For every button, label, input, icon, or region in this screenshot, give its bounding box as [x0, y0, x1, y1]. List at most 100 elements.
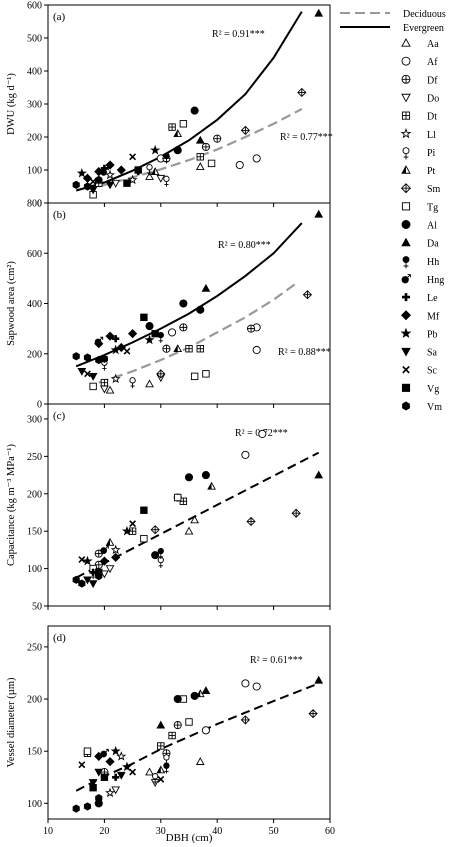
point-do: [100, 570, 109, 579]
point-aa: [195, 757, 205, 765]
point-do: [156, 174, 166, 183]
point-tg: [83, 747, 92, 755]
point-af: [258, 429, 267, 438]
point-af: [168, 328, 177, 337]
plot-frame: [47, 625, 331, 820]
fit-line-evergreen: [75, 11, 303, 192]
point-pb: [82, 555, 93, 566]
x-tick-label: 60: [325, 826, 335, 837]
point-al: [190, 691, 199, 700]
point-aa: [145, 379, 154, 388]
point-al: [173, 146, 182, 155]
y-tick-label: 500: [27, 34, 42, 45]
point-sc: [129, 520, 137, 528]
point-df: [173, 721, 182, 730]
point-tg: [190, 372, 199, 381]
point-sc: [84, 370, 91, 378]
point-vg: [89, 784, 97, 792]
y-tick-label: 300: [27, 100, 42, 111]
point-al: [179, 299, 188, 308]
point-pi: [163, 175, 170, 187]
point-sc: [157, 775, 165, 783]
y-tick-label: 600: [27, 1, 42, 12]
legend-label-af: Af: [427, 57, 438, 68]
point-ll: [110, 544, 121, 555]
y-tick-label: 100: [27, 166, 42, 177]
point-le: [112, 335, 120, 343]
y-tick-label: 400: [27, 299, 42, 310]
legend-marker-hng: [401, 274, 411, 284]
legend-label-ll: Ll: [427, 130, 436, 141]
y-tick-label: 200: [27, 695, 42, 706]
legend-label-pt: Pt: [427, 166, 436, 177]
point-af: [252, 682, 261, 691]
point-dt: [179, 497, 188, 505]
r2-annotation: R² = 0.77***: [280, 132, 333, 143]
point-dt: [168, 123, 176, 131]
point-pt: [207, 481, 216, 490]
legend-label-sc: Sc: [427, 366, 438, 377]
point-sc: [89, 178, 97, 185]
point-tg: [174, 493, 182, 502]
point-sm: [156, 369, 166, 379]
y-tick-label: 250: [27, 452, 42, 463]
point-mf: [94, 339, 104, 349]
panel-label: (c): [53, 410, 66, 422]
point-hh: [157, 331, 164, 344]
legend-label-tg: Tg: [427, 202, 438, 213]
x-tick-label: 40: [212, 826, 222, 837]
point-da: [201, 686, 211, 695]
point-sc: [129, 768, 137, 776]
r2-annotation: R² = 0.91***: [212, 29, 265, 40]
point-pb: [76, 168, 87, 178]
point-df: [213, 134, 222, 143]
legend-marker-af: [401, 56, 411, 66]
legend-marker-sm: [400, 183, 412, 194]
y-tick-label: 0: [37, 400, 42, 411]
legend-marker-hh: [402, 256, 410, 269]
legend-marker-pt: [401, 165, 411, 174]
fit-line-deciduous: [98, 108, 303, 188]
point-sa: [105, 181, 115, 190]
point-vm: [95, 571, 103, 581]
legend-marker-df: [401, 74, 411, 84]
point-al: [201, 471, 210, 480]
point-dt: [168, 731, 176, 740]
point-pi: [129, 377, 136, 389]
x-axis-label: DBH (cm): [166, 832, 213, 844]
point-pi: [152, 773, 159, 785]
point-ll: [105, 169, 116, 180]
point-da: [314, 8, 324, 17]
point-sm: [240, 125, 250, 135]
y-axis-label: Capacitance (kg m⁻³ MPa⁻¹): [6, 443, 17, 566]
point-vm: [72, 804, 80, 813]
point-sm: [297, 87, 307, 98]
point-ll: [127, 174, 138, 185]
point-sa: [88, 186, 98, 195]
point-mf: [111, 552, 121, 562]
point-pb: [144, 334, 155, 345]
x-tick-label: 10: [43, 826, 53, 837]
y-axis-label: Sapwood area (cm²): [6, 261, 17, 346]
legend-marker-vm: [402, 401, 410, 411]
point-df: [179, 323, 188, 332]
point-vg: [123, 179, 131, 187]
y-tick-label: 200: [27, 489, 42, 500]
y-axis-label: DWU (kg d⁻¹): [6, 73, 17, 135]
point-pb: [110, 344, 121, 355]
legend-marker-al: [401, 220, 411, 229]
legend: Deciduous Evergreen Aa Af Df Do Dt Ll Pi Pt Sm Tg Al…: [340, 9, 446, 413]
point-mf: [128, 329, 138, 339]
point-vm: [83, 353, 92, 362]
point-df: [94, 560, 103, 569]
panel-a: (a) 0 100 200 300 400 500 600 DWU (kg d⁻¹) R² = 0…: [6, 1, 333, 210]
point-mf: [82, 173, 93, 183]
point-sa: [88, 580, 98, 589]
point-al: [196, 305, 205, 314]
y-tick-label: 800: [27, 199, 42, 210]
point-df: [94, 549, 103, 558]
point-aa: [190, 515, 200, 524]
y-tick-label: 150: [27, 527, 42, 538]
point-af: [252, 154, 261, 163]
legend-marker-tg: [401, 202, 411, 211]
